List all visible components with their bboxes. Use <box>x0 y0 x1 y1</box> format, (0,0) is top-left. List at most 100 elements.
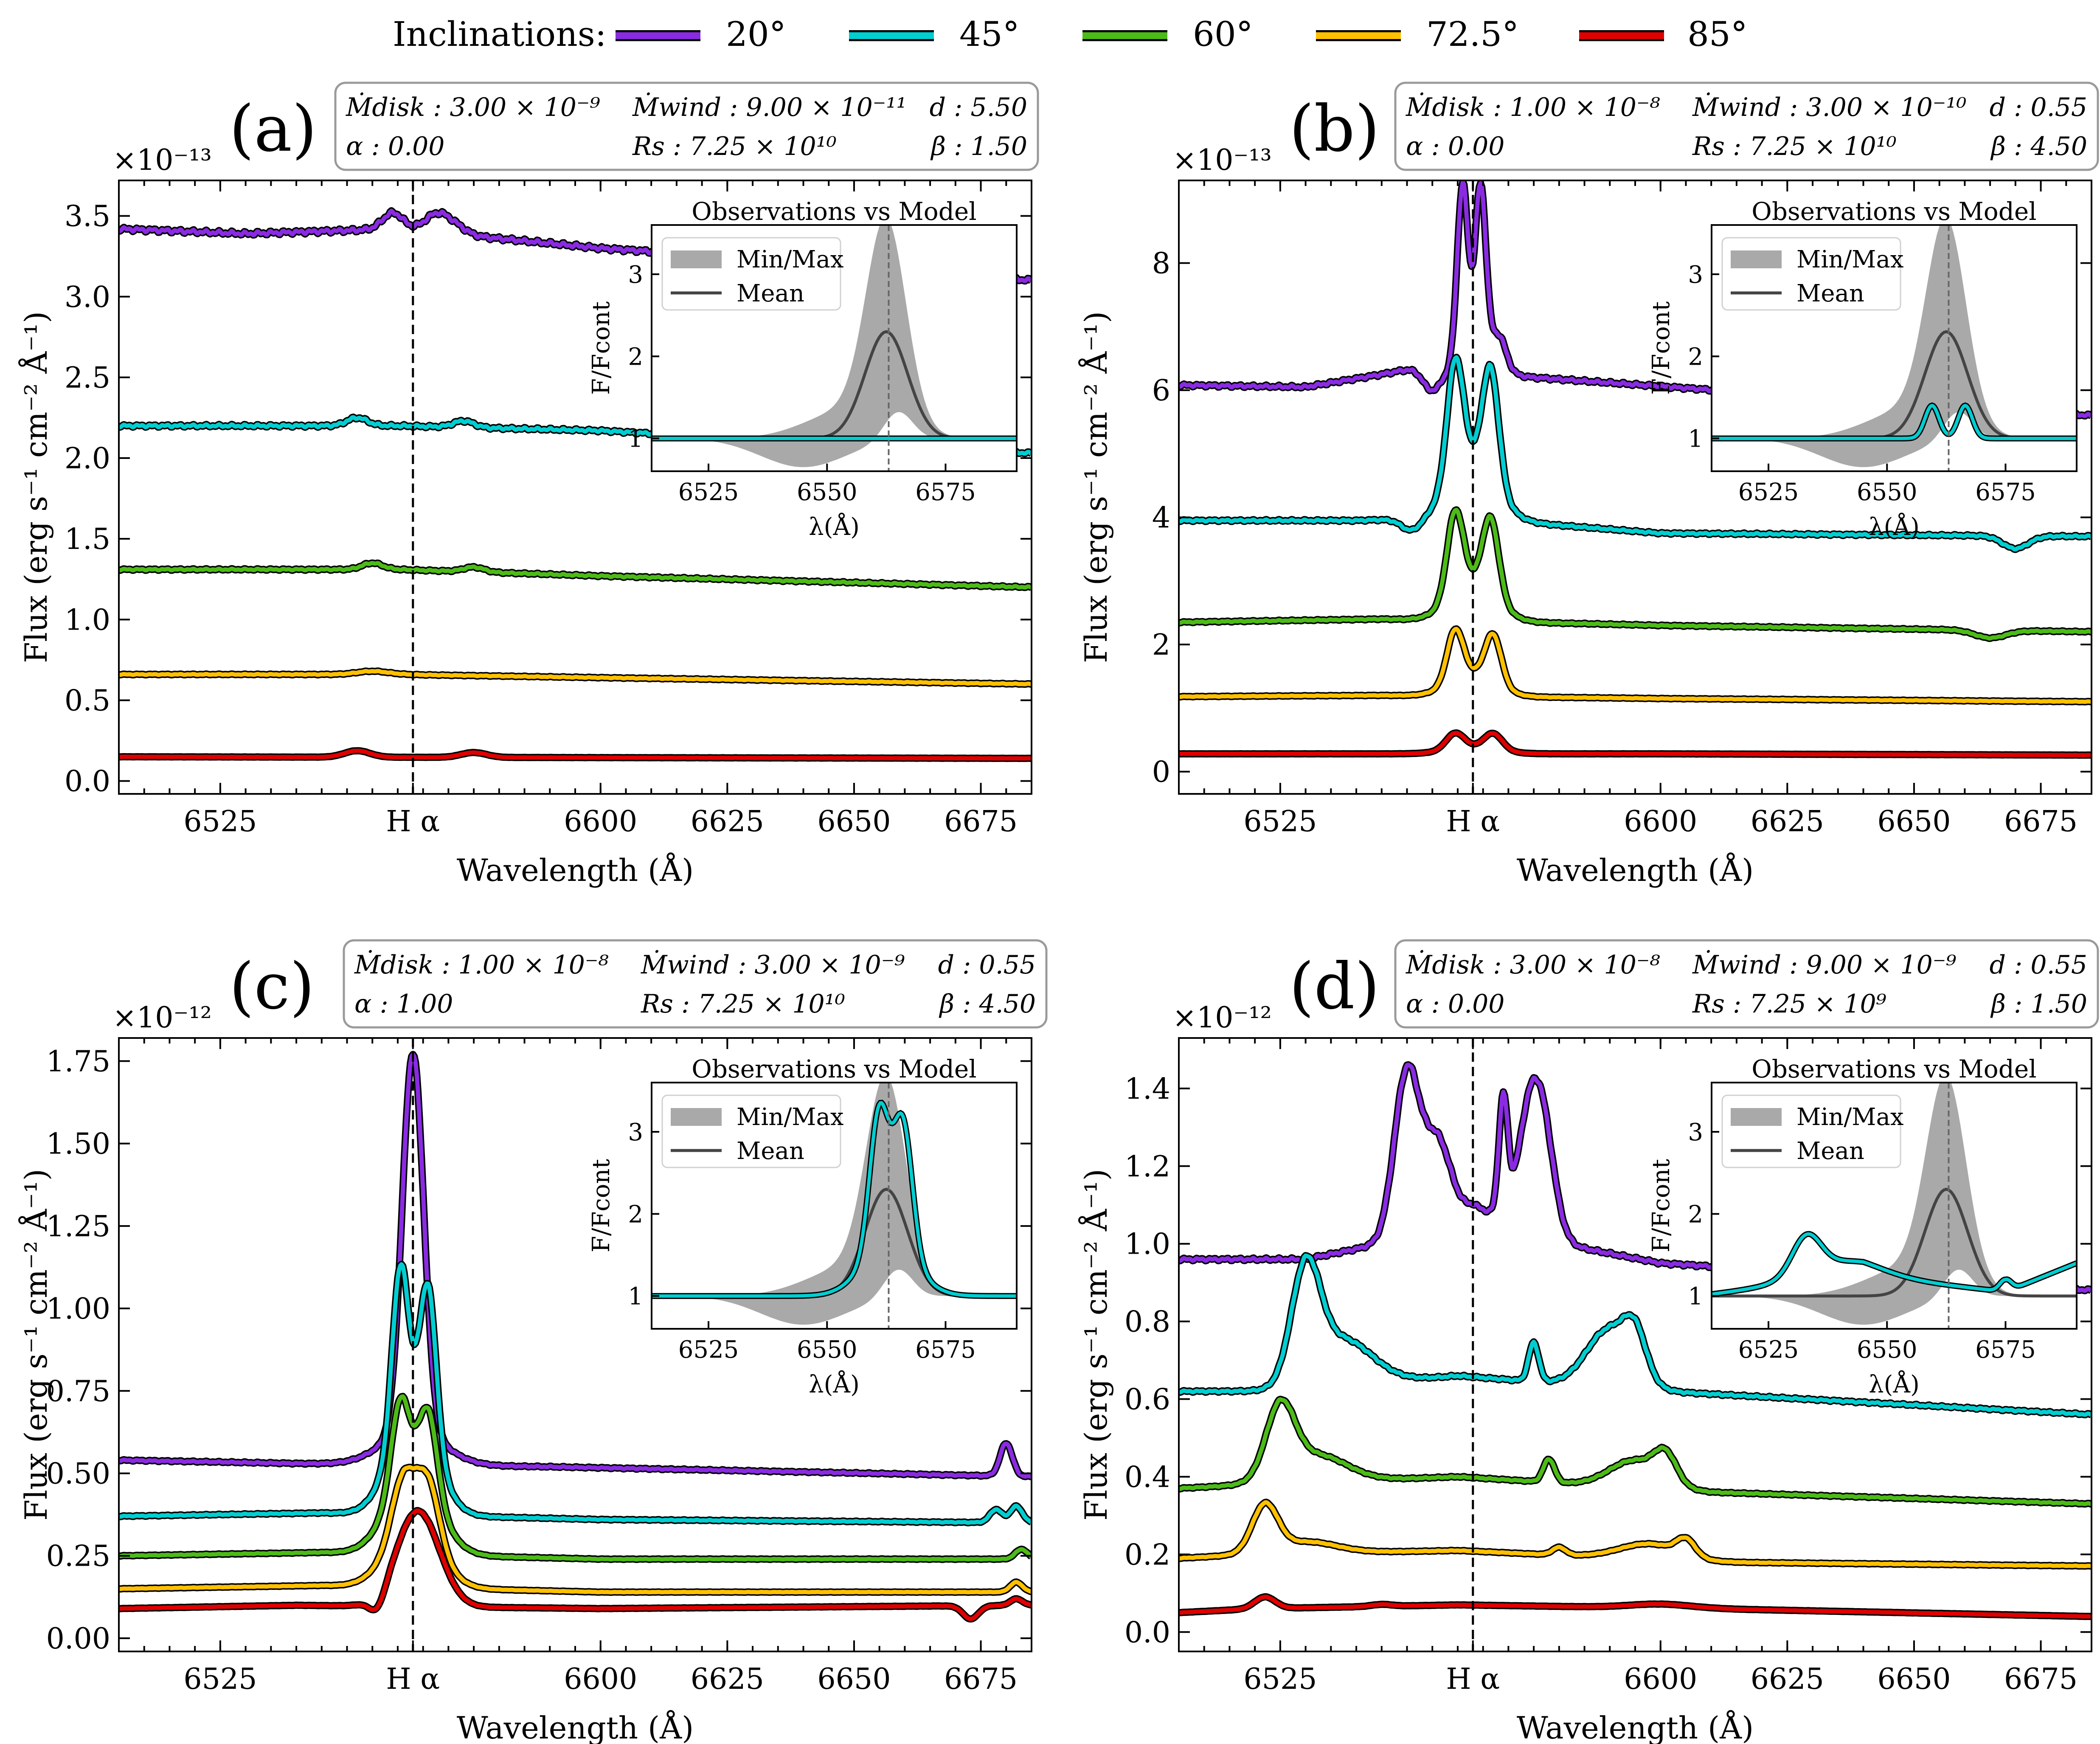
x-tick-label: 6675 <box>2004 1662 2078 1696</box>
inset-x-label: λ(Å) <box>1869 512 1920 541</box>
legend-title: Inclinations: <box>393 14 607 54</box>
panel-tag: (a) <box>229 92 317 166</box>
x-tick-label: H α <box>1446 1662 1500 1696</box>
inset-legend-minmax-swatch <box>1731 1108 1782 1126</box>
figure-legend: Inclinations: 20° 45° 60° 72.5° 85° <box>393 14 1748 54</box>
panel-d: (d) Ṁdisk : 3.00 × 10⁻⁸ Ṁwind : 9.00 × 10⁻… <box>1078 939 2099 1744</box>
series-line-85° <box>119 748 1032 761</box>
param-mwind: Ṁwind : 3.00 × 10⁻¹⁰ <box>1692 93 1967 122</box>
y-tick-label: 6 <box>1152 374 1170 408</box>
params-box <box>1394 82 2099 171</box>
legend-entry-85: 85° <box>1579 14 1748 54</box>
inset-y-label: F/Fcont <box>1647 1159 1675 1252</box>
inset-x-tick-label: 6525 <box>1738 1336 1799 1364</box>
inset-y-tick-label: 2 <box>628 1201 643 1228</box>
inset-legend-mean-label: Mean <box>1796 1137 1864 1165</box>
inset-title: Observations vs Model <box>692 197 976 226</box>
series-line-45° <box>1179 355 2092 552</box>
x-tick-label: H α <box>386 1662 440 1696</box>
inset-legend-mean-label: Mean <box>737 1137 804 1165</box>
inset-x-label: λ(Å) <box>809 512 860 541</box>
inset-frame <box>1711 1082 2078 1330</box>
inset-legend-minmax-label: Min/Max <box>737 1103 844 1131</box>
inset-x-tick-label: 6550 <box>1857 1336 1917 1364</box>
y-tick-label: 2 <box>1152 628 1170 662</box>
y-tick-label: 0 <box>1152 756 1170 789</box>
inset-legend-mean-label: Mean <box>1796 280 1864 307</box>
y-tick-label: 1.4 <box>1124 1072 1170 1106</box>
series-outline-72.5° <box>1179 625 2092 706</box>
series-line-85° <box>1179 731 2092 757</box>
series-outline-60° <box>119 1392 1032 1563</box>
series-line-72.5° <box>1179 627 2092 704</box>
x-axis-label: Wavelength (Å) <box>457 852 694 888</box>
series-line-60° <box>1179 508 2092 641</box>
x-tick-label: 6625 <box>691 1662 764 1696</box>
panel-b: (b) Ṁdisk : 1.00 × 10⁻⁸ Ṁwind : 3.00 × 10⁻… <box>1078 82 2099 888</box>
x-tick-label: 6600 <box>1624 1662 1697 1696</box>
y-axis-label: Flux (erg s⁻¹ cm⁻² Å⁻¹) <box>1078 311 1114 663</box>
param-rs: Rs : 7.25 × 10⁹ <box>1692 989 1886 1019</box>
y-tick-label: 8 <box>1152 247 1170 281</box>
inset-minmax-band <box>1712 1083 2077 1325</box>
series-line-60° <box>119 1394 1032 1562</box>
legend-label-72-5: 72.5° <box>1426 14 1519 54</box>
y-tick-label: 3.5 <box>65 200 110 233</box>
x-tick-label: 6525 <box>183 805 257 838</box>
inset-x-tick-label: 6575 <box>915 1336 976 1364</box>
y-tick-label: 0.8 <box>1124 1305 1170 1339</box>
legend-entry-45: 45° <box>849 14 1020 54</box>
inset-legend-minmax-label: Min/Max <box>1796 1103 1904 1131</box>
x-tick-label: 6650 <box>817 1662 891 1696</box>
params-box <box>1394 939 2099 1029</box>
y-tick-label: 1.00 <box>46 1292 110 1326</box>
x-tick-label: H α <box>386 805 440 838</box>
x-axis-label: Wavelength (Å) <box>1517 1710 1754 1744</box>
param-mdisk: Ṁdisk : 3.00 × 10⁻⁹ <box>346 93 600 122</box>
x-tick-label: 6600 <box>564 805 637 838</box>
inset: Observations vs Model Min/Max Mean 6525 6550… <box>588 1055 1018 1398</box>
inset-minmax-band <box>652 225 1017 467</box>
x-tick-label: 6525 <box>1243 1662 1317 1696</box>
param-d: d : 0.55 <box>1990 93 2087 122</box>
x-axis-label: Wavelength (Å) <box>1517 852 1754 888</box>
y-tick-label: 0.25 <box>46 1540 110 1573</box>
inset-model-line <box>1712 1232 2077 1296</box>
inset-y-label: F/Fcont <box>588 1159 615 1252</box>
series-group <box>119 1051 1032 1623</box>
inset-y-tick-label: 3 <box>1688 261 1703 289</box>
inset-x-tick-label: 6550 <box>797 478 857 506</box>
x-tick-label: 6675 <box>2004 805 2078 838</box>
y-tick-label: 0.50 <box>46 1457 110 1491</box>
inset-y-tick-label: 2 <box>1688 343 1703 371</box>
y-tick-label: 2.5 <box>65 361 110 395</box>
y-tick-label: 3.0 <box>65 281 110 314</box>
y-tick-label: 0.5 <box>65 684 110 717</box>
x-tick-label: 6625 <box>691 805 764 838</box>
param-alpha: α : 1.00 <box>354 989 453 1019</box>
inset-y-tick-label: 1 <box>1688 425 1703 453</box>
inset: Observations vs Model Min/Max Mean 6525 6550… <box>1647 197 2078 541</box>
inset-x-tick-label: 6525 <box>678 1336 739 1364</box>
param-mdisk: Ṁdisk : 1.00 × 10⁻⁸ <box>354 950 609 980</box>
param-rs: Rs : 7.25 × 10¹⁰ <box>641 989 845 1019</box>
inset-y-tick-label: 3 <box>628 261 643 289</box>
panel-c: (c) Ṁdisk : 1.00 × 10⁻⁸ Ṁwind : 3.00 × 10⁻… <box>18 939 1048 1744</box>
y-exponent: ×10⁻¹³ <box>112 143 212 177</box>
series-line-45° <box>1179 1253 2092 1417</box>
series-line-60° <box>119 561 1032 590</box>
y-tick-label: 0.75 <box>46 1375 110 1408</box>
inset-y-tick-label: 1 <box>628 1283 643 1311</box>
y-exponent: ×10⁻¹³ <box>1172 143 1272 177</box>
y-tick-label: 1.5 <box>65 523 110 556</box>
inset-x-tick-label: 6550 <box>1857 478 1917 506</box>
y-tick-label: 1.50 <box>46 1128 110 1161</box>
x-tick-label: 6675 <box>944 1662 1018 1696</box>
param-mdisk: Ṁdisk : 3.00 × 10⁻⁸ <box>1406 950 1660 980</box>
inset-model-line <box>652 1101 1017 1298</box>
x-tick-label: 6600 <box>1624 805 1697 838</box>
series-line-60° <box>1179 1397 2092 1506</box>
inset-y-tick-label: 2 <box>1688 1201 1703 1228</box>
x-axis-label: Wavelength (Å) <box>457 1710 694 1744</box>
y-tick-label: 1.25 <box>46 1210 110 1243</box>
